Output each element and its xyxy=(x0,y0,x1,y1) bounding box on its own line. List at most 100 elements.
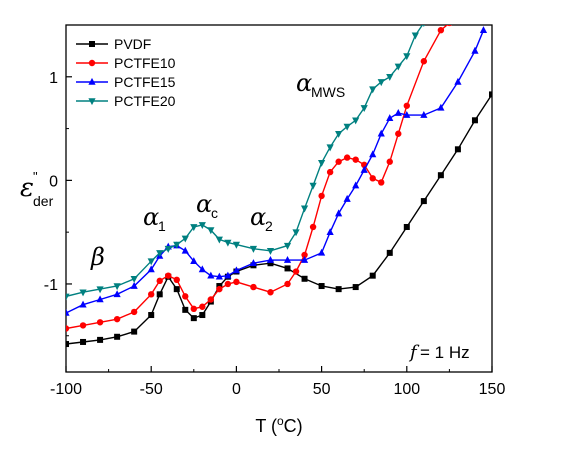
svg-text:α: α xyxy=(296,69,312,97)
data-point xyxy=(318,159,326,167)
annotation-alpha2: α 2 xyxy=(250,203,273,234)
data-point xyxy=(207,296,215,303)
y-axis-title: ε " der xyxy=(20,169,54,209)
data-point xyxy=(97,336,104,343)
x-axis-title: T (oC) xyxy=(255,414,302,436)
data-point xyxy=(198,265,206,273)
data-point xyxy=(216,285,223,293)
data-point xyxy=(360,165,368,173)
data-point xyxy=(130,281,138,289)
data-point xyxy=(284,265,291,272)
data-point xyxy=(96,295,104,303)
legend-label: PVDF xyxy=(114,36,151,52)
svg-text:α: α xyxy=(250,203,266,231)
data-point xyxy=(156,277,163,285)
data-point xyxy=(343,194,351,202)
data-point xyxy=(386,114,394,122)
data-point xyxy=(224,280,232,288)
data-point xyxy=(96,319,104,326)
svg-text:ε: ε xyxy=(20,173,34,203)
data-point xyxy=(156,291,163,298)
svg-text:f: f xyxy=(408,342,420,363)
data-point xyxy=(173,241,181,249)
svg-text:α: α xyxy=(143,203,159,231)
legend: PVDF PCTFE10 PCTFE15 PCTFE20 xyxy=(76,36,176,109)
x-tick-label: 150 xyxy=(479,381,506,398)
series-pctfe10 xyxy=(66,25,452,332)
data-point xyxy=(182,293,189,300)
data-point xyxy=(369,175,376,182)
data-point xyxy=(394,63,402,71)
data-point xyxy=(232,266,240,274)
x-tick-label: -100 xyxy=(50,381,82,398)
series-pctfe15 xyxy=(66,26,488,316)
data-point xyxy=(199,303,206,310)
y-tick-label: 0 xyxy=(49,173,58,190)
data-point xyxy=(318,192,325,200)
data-point xyxy=(232,241,240,249)
data-point xyxy=(335,130,343,138)
data-point xyxy=(131,328,138,335)
data-point xyxy=(411,32,419,40)
data-point xyxy=(233,278,240,286)
data-point xyxy=(352,156,359,163)
data-point xyxy=(403,111,411,118)
data-point xyxy=(446,25,452,27)
data-point xyxy=(147,265,155,273)
data-point xyxy=(437,172,444,179)
data-point xyxy=(479,26,488,33)
data-point xyxy=(343,123,351,131)
data-point xyxy=(80,338,87,345)
svg-text:c: c xyxy=(211,205,218,221)
legend-item-pvdf: PVDF xyxy=(76,36,151,52)
data-point xyxy=(66,293,70,301)
data-point xyxy=(343,154,351,161)
data-point xyxy=(309,223,317,231)
data-point xyxy=(181,235,189,243)
data-point xyxy=(266,256,275,263)
data-point xyxy=(301,251,308,259)
legend-item-pctfe10: PCTFE10 xyxy=(76,55,176,71)
series-line xyxy=(66,94,492,345)
data-point xyxy=(130,308,138,316)
data-point xyxy=(318,283,325,290)
legend-label: PCTFE20 xyxy=(114,93,176,109)
data-point xyxy=(190,224,198,232)
data-point xyxy=(79,300,87,308)
data-point xyxy=(79,289,87,297)
svg-text:= 1 Hz: = 1 Hz xyxy=(420,343,470,362)
data-point xyxy=(207,227,215,235)
svg-text:α: α xyxy=(196,190,212,218)
data-point xyxy=(96,286,104,294)
data-point xyxy=(352,284,359,291)
data-point xyxy=(164,245,172,253)
annotation-alpha-mws: α MWS xyxy=(296,69,345,100)
series-layer xyxy=(66,25,492,348)
legend-marker xyxy=(88,59,96,67)
legend-marker xyxy=(88,98,96,106)
svg-text:der: der xyxy=(33,193,54,209)
data-point xyxy=(420,198,427,205)
annotation-beta: β xyxy=(90,243,105,271)
data-point xyxy=(471,46,479,54)
annotation-alpha1: α 1 xyxy=(143,203,166,234)
data-point xyxy=(326,228,334,235)
x-tick-label: 0 xyxy=(232,381,241,398)
data-point xyxy=(326,168,334,176)
data-point xyxy=(360,105,368,112)
legend-marker xyxy=(89,41,95,47)
data-point xyxy=(394,108,402,116)
legend-item-pctfe15: PCTFE15 xyxy=(76,74,176,90)
data-point xyxy=(215,272,223,280)
data-point xyxy=(250,283,257,291)
data-point xyxy=(199,312,206,319)
series-pvdf xyxy=(66,91,492,348)
series-pctfe20 xyxy=(66,25,425,301)
data-point xyxy=(198,222,206,230)
data-point xyxy=(173,286,180,293)
data-point xyxy=(369,272,376,279)
data-point xyxy=(454,146,461,153)
data-point xyxy=(66,341,69,348)
data-point xyxy=(249,245,258,253)
